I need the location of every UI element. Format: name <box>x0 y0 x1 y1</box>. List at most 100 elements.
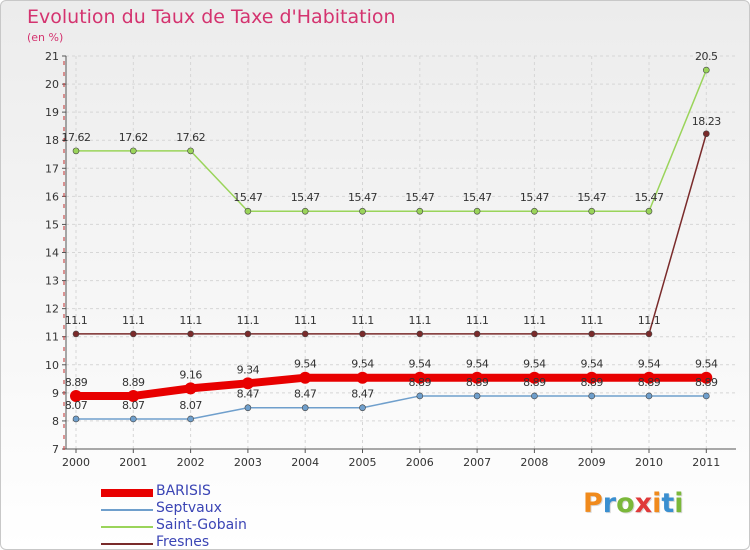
data-point <box>130 415 137 423</box>
x-tick-label: 2011 <box>692 456 720 469</box>
data-label: 17.62 <box>62 131 91 144</box>
y-tick-label: 18 <box>45 134 59 147</box>
data-point <box>244 330 252 338</box>
data-label: 15.47 <box>405 191 434 204</box>
data-point <box>416 330 424 338</box>
data-point <box>645 207 653 215</box>
x-tick-label: 2004 <box>291 456 319 469</box>
data-label: 11.1 <box>351 314 374 327</box>
data-point <box>72 147 80 155</box>
data-label: 11.1 <box>237 314 260 327</box>
data-point <box>588 330 596 338</box>
legend-label: Fresnes <box>156 534 210 550</box>
data-label: 17.62 <box>119 131 148 144</box>
data-point <box>72 415 80 423</box>
data-point <box>184 382 197 395</box>
data-label: 11.1 <box>523 314 546 327</box>
y-tick-label: 17 <box>45 162 59 175</box>
legend-label: Saint-Gobain <box>156 517 247 533</box>
data-point <box>187 147 194 155</box>
data-label: 8.89 <box>523 376 546 389</box>
data-label: 9.54 <box>351 358 374 371</box>
y-tick-label: 10 <box>45 359 59 372</box>
y-tick-label: 15 <box>45 218 59 231</box>
data-label: 11.1 <box>179 314 202 327</box>
data-label: 8.89 <box>638 376 661 389</box>
data-point <box>473 207 481 215</box>
data-label: 20.5 <box>695 50 718 63</box>
data-point <box>588 207 596 215</box>
data-label: 8.89 <box>580 376 603 389</box>
x-tick-label: 2003 <box>234 456 262 469</box>
y-tick-label: 8 <box>52 415 59 428</box>
data-point <box>413 371 426 384</box>
data-label: 17.62 <box>176 131 205 144</box>
data-label: 8.07 <box>65 399 88 412</box>
data-point <box>359 330 366 338</box>
data-label: 15.47 <box>233 191 262 204</box>
data-point <box>645 392 653 400</box>
data-point <box>473 392 481 400</box>
y-tick-label: 20 <box>45 78 59 91</box>
data-label: 18.23 <box>692 115 721 128</box>
x-tick-label: 2001 <box>119 456 147 469</box>
data-point <box>700 371 713 384</box>
y-tick-label: 11 <box>45 331 59 344</box>
chart-title: Evolution du Taux de Taxe d'Habitation <box>27 6 396 28</box>
x-tick-label: 2006 <box>406 456 434 469</box>
data-point <box>531 207 538 215</box>
data-label: 8.07 <box>122 399 145 412</box>
x-tick-label: 2007 <box>463 456 491 469</box>
data-label: 11.1 <box>294 314 317 327</box>
data-point <box>356 371 369 384</box>
x-tick-label: 2000 <box>62 456 90 469</box>
data-point <box>416 392 424 400</box>
x-tick-label: 2010 <box>635 456 663 469</box>
y-tick-label: 12 <box>45 303 59 316</box>
data-label: 15.47 <box>635 191 664 204</box>
data-point <box>72 330 80 338</box>
data-label: 15.47 <box>291 191 320 204</box>
data-label: 9.54 <box>409 358 432 371</box>
data-label: 9.34 <box>237 363 260 376</box>
data-label: 8.89 <box>466 376 489 389</box>
x-tick-label: 2005 <box>349 456 377 469</box>
data-label: 9.54 <box>695 358 718 371</box>
data-label: 11.1 <box>466 314 489 327</box>
data-point <box>130 330 137 338</box>
data-point <box>301 207 309 215</box>
data-label: 8.89 <box>122 376 145 389</box>
data-label: 11.1 <box>638 314 661 327</box>
data-label: 15.47 <box>348 191 377 204</box>
data-point <box>702 130 710 138</box>
data-point <box>241 377 254 390</box>
data-label: 9.54 <box>580 358 603 371</box>
data-point <box>301 404 309 412</box>
y-tick-label: 9 <box>52 387 59 400</box>
data-label: 8.89 <box>695 376 718 389</box>
legend-swatch <box>101 526 153 528</box>
legend-swatch <box>101 543 153 545</box>
data-label: 11.1 <box>580 314 603 327</box>
series-line-saint-gobain <box>75 69 708 212</box>
legend-label: BARISIS <box>156 483 211 499</box>
data-point <box>473 330 481 338</box>
data-point <box>299 371 312 384</box>
x-tick-label: 2008 <box>520 456 548 469</box>
data-point <box>130 147 137 155</box>
series-line-barisis <box>72 373 711 400</box>
data-label: 8.89 <box>65 376 88 389</box>
data-point <box>645 330 653 338</box>
data-point <box>585 371 598 384</box>
y-tick-label: 16 <box>45 190 59 203</box>
data-point <box>187 330 194 338</box>
legend-label: Septvaux <box>156 500 222 516</box>
data-label: 8.07 <box>179 399 202 412</box>
data-point <box>531 392 538 400</box>
data-point <box>359 404 366 412</box>
series-line-septvaux <box>75 395 708 420</box>
data-label: 15.47 <box>463 191 492 204</box>
data-label: 8.47 <box>351 388 374 401</box>
data-point <box>70 389 82 402</box>
